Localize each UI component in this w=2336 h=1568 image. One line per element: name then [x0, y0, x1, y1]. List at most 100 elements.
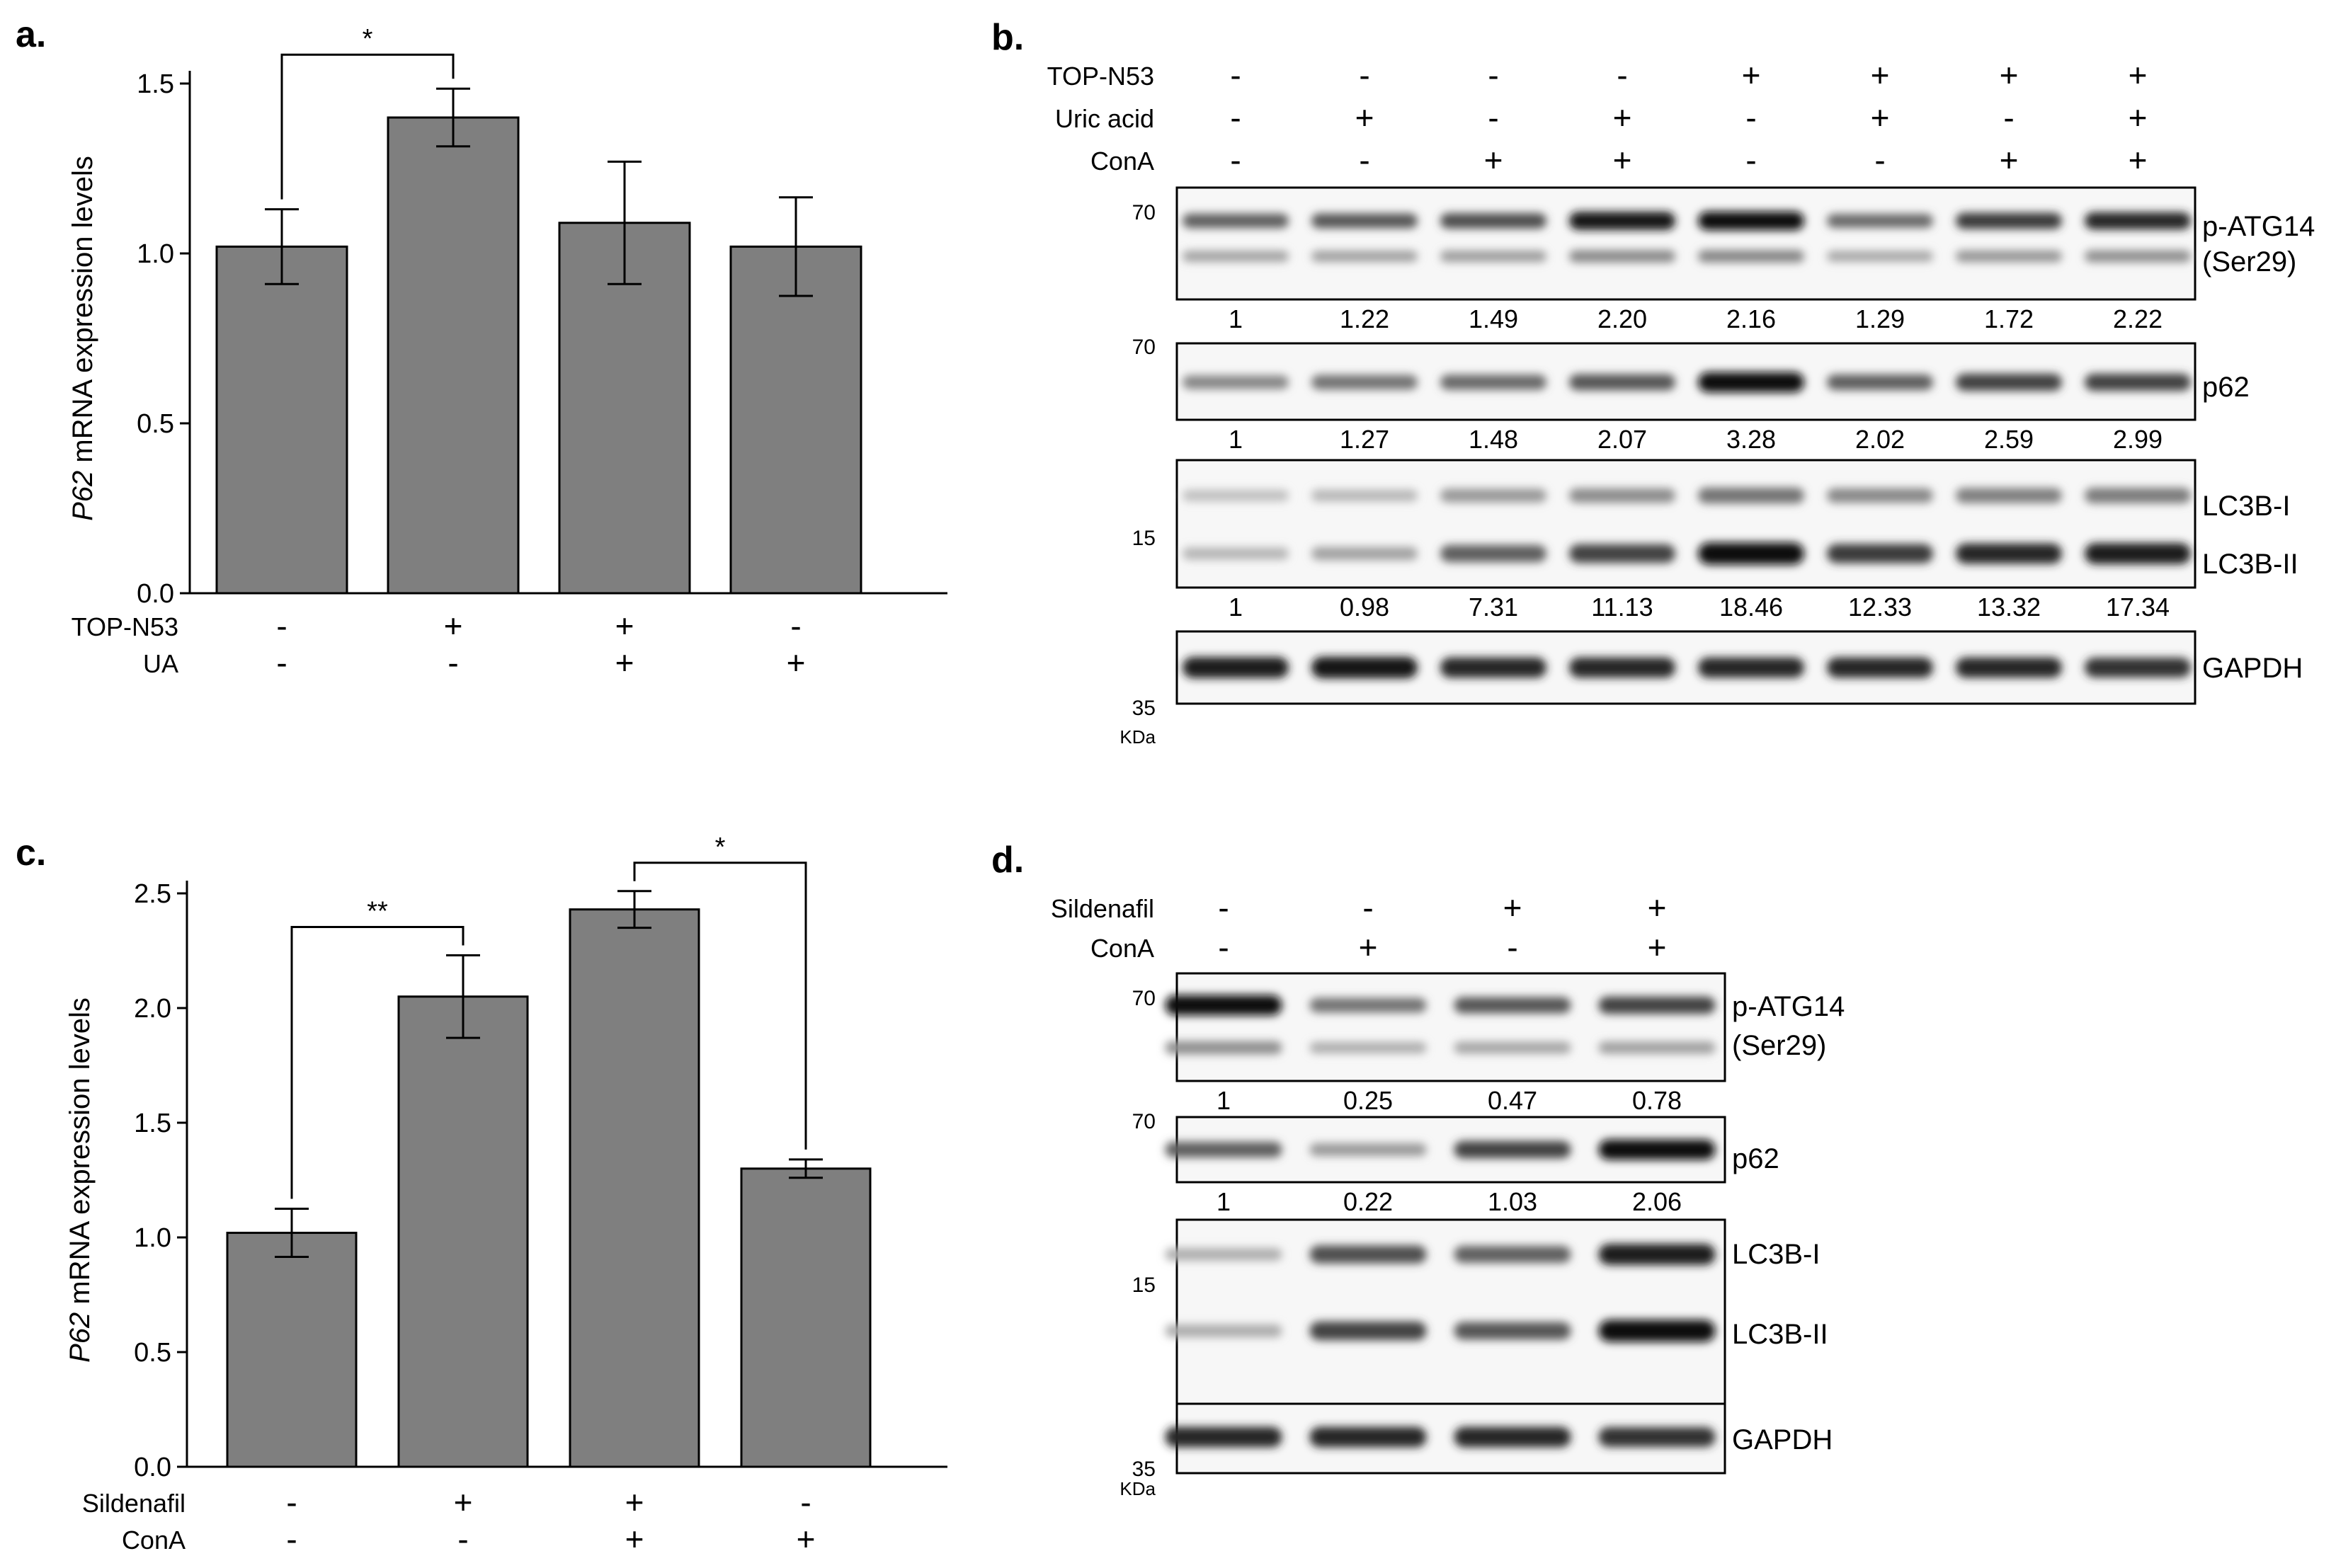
condition-sign: + [787, 644, 806, 681]
blot-band [1454, 1426, 1571, 1448]
y-tick-label: 1.0 [134, 1223, 171, 1253]
condition-sign: - [276, 644, 287, 681]
blot-membrane [1175, 459, 2197, 589]
blot-band [1440, 657, 1546, 678]
blot-condition-label: ConA [1090, 934, 1154, 963]
blot-band-label: LC3B-I [2202, 491, 2291, 522]
blot-quant-value: 1.48 [1469, 425, 1518, 454]
y-tick-label: 0.5 [137, 409, 174, 439]
blot-band [1598, 996, 1716, 1014]
blot-band [1698, 487, 1804, 504]
blot-condition-sign: - [1488, 99, 1498, 136]
blot-mw-marker: 35 [1132, 697, 1156, 720]
condition-sign: - [276, 607, 287, 644]
blot-condition-sign: - [1359, 57, 1369, 93]
condition-sign: - [457, 1521, 468, 1557]
blot-band [1440, 250, 1546, 263]
bar [387, 116, 520, 595]
blot-quant-value: 1.29 [1855, 304, 1905, 333]
blot-band [1311, 213, 1418, 229]
blot-band [1827, 214, 1933, 228]
bar [397, 995, 529, 1468]
blot-band [1598, 1041, 1716, 1054]
blot-band [1569, 250, 1675, 263]
blot-membrane [1175, 186, 2197, 301]
blot-band [1440, 374, 1546, 390]
blot-quant-value: 1 [1229, 593, 1243, 622]
blot-band [1827, 251, 1933, 262]
blot-quant-value: 2.07 [1597, 425, 1647, 454]
blot-condition-sign: + [2129, 99, 2148, 136]
blot-band [1569, 544, 1675, 563]
panel-label-a: a. [16, 14, 46, 55]
condition-sign: - [790, 607, 801, 644]
blot-condition-sign: - [1230, 99, 1241, 136]
blot-band [1309, 1426, 1427, 1448]
blot-band [1454, 1322, 1571, 1340]
significance-label: * [715, 832, 726, 862]
blot-condition-sign: + [1871, 99, 1890, 136]
blot-condition-sign: + [2000, 142, 2019, 178]
blot-condition-sign: - [1230, 142, 1241, 178]
blot-quant-value: 17.34 [2106, 593, 2170, 622]
blot-quant-value: 12.33 [1848, 593, 1912, 622]
blot-mw-marker: 70 [1132, 987, 1156, 1010]
blot-band [1440, 544, 1546, 563]
blot-quant-value: 18.46 [1719, 593, 1783, 622]
condition-label: UA [143, 649, 178, 678]
blot-band [1309, 1041, 1427, 1054]
blot-band [1440, 213, 1546, 229]
significance-label: * [363, 24, 373, 54]
blot-band-label: p-ATG14 [1732, 991, 1845, 1022]
blot-condition-sign: + [1613, 99, 1632, 136]
blot-quant-value: 1 [1229, 304, 1243, 333]
blot-band [1165, 1248, 1282, 1261]
blot-quant-value: 1.72 [1984, 304, 2034, 333]
y-tick-label: 2.0 [134, 994, 171, 1024]
blot-band [2085, 250, 2191, 263]
blot-band [1165, 1141, 1282, 1158]
blot-band [1440, 488, 1546, 503]
blot-condition-label: Sildenafil [1051, 894, 1154, 923]
blot-band [1827, 374, 1933, 391]
blot-band [1165, 1041, 1282, 1055]
blot-condition-sign: - [1218, 929, 1229, 966]
condition-sign: - [286, 1484, 297, 1521]
blot-band [1183, 657, 1289, 678]
y-axis-label-rest: mRNA expression levels [67, 156, 98, 471]
blot-band [1454, 1041, 1571, 1054]
blot-quant-value: 1 [1217, 1086, 1231, 1115]
blot-band [1165, 1324, 1282, 1337]
blot-band [2085, 543, 2191, 564]
blot-band [1956, 488, 2062, 503]
blot-band-label: LC3B-I [1732, 1239, 1821, 1270]
blot-band [2085, 212, 2191, 230]
blot-quant-value: 2.06 [1632, 1187, 1682, 1216]
blot-condition-sign: + [1355, 99, 1374, 136]
blot-quant-value: 1.03 [1488, 1187, 1537, 1216]
blot-band [1183, 547, 1289, 560]
blot-quant-value: 2.99 [2113, 425, 2163, 454]
blot-condition-sign: + [2000, 57, 2019, 93]
blot-band [1309, 1321, 1427, 1341]
blot-band [1311, 489, 1418, 502]
blot-condition-sign: - [2003, 99, 2014, 136]
blot-band [1698, 542, 1804, 565]
blot-condition-label: TOP-N53 [1047, 62, 1154, 91]
bar [215, 245, 348, 595]
blot-band [1956, 212, 2062, 229]
blot-band-label: GAPDH [1732, 1424, 1833, 1455]
blot-band [1183, 489, 1289, 502]
blot-quant-value: 11.13 [1591, 593, 1653, 622]
blot-band [1309, 1143, 1427, 1156]
blot-band [1454, 1245, 1571, 1264]
blot-condition-sign: + [1742, 57, 1761, 93]
blot-band [1698, 372, 1804, 393]
condition-sign: - [286, 1521, 297, 1557]
blot-condition-sign: + [1484, 142, 1503, 178]
blot-condition-sign: + [1648, 889, 1667, 926]
blot-band [1165, 1426, 1282, 1448]
blot-condition-sign: + [1648, 929, 1667, 966]
blot-band [1183, 251, 1289, 262]
panel-label-b: b. [991, 17, 1024, 58]
